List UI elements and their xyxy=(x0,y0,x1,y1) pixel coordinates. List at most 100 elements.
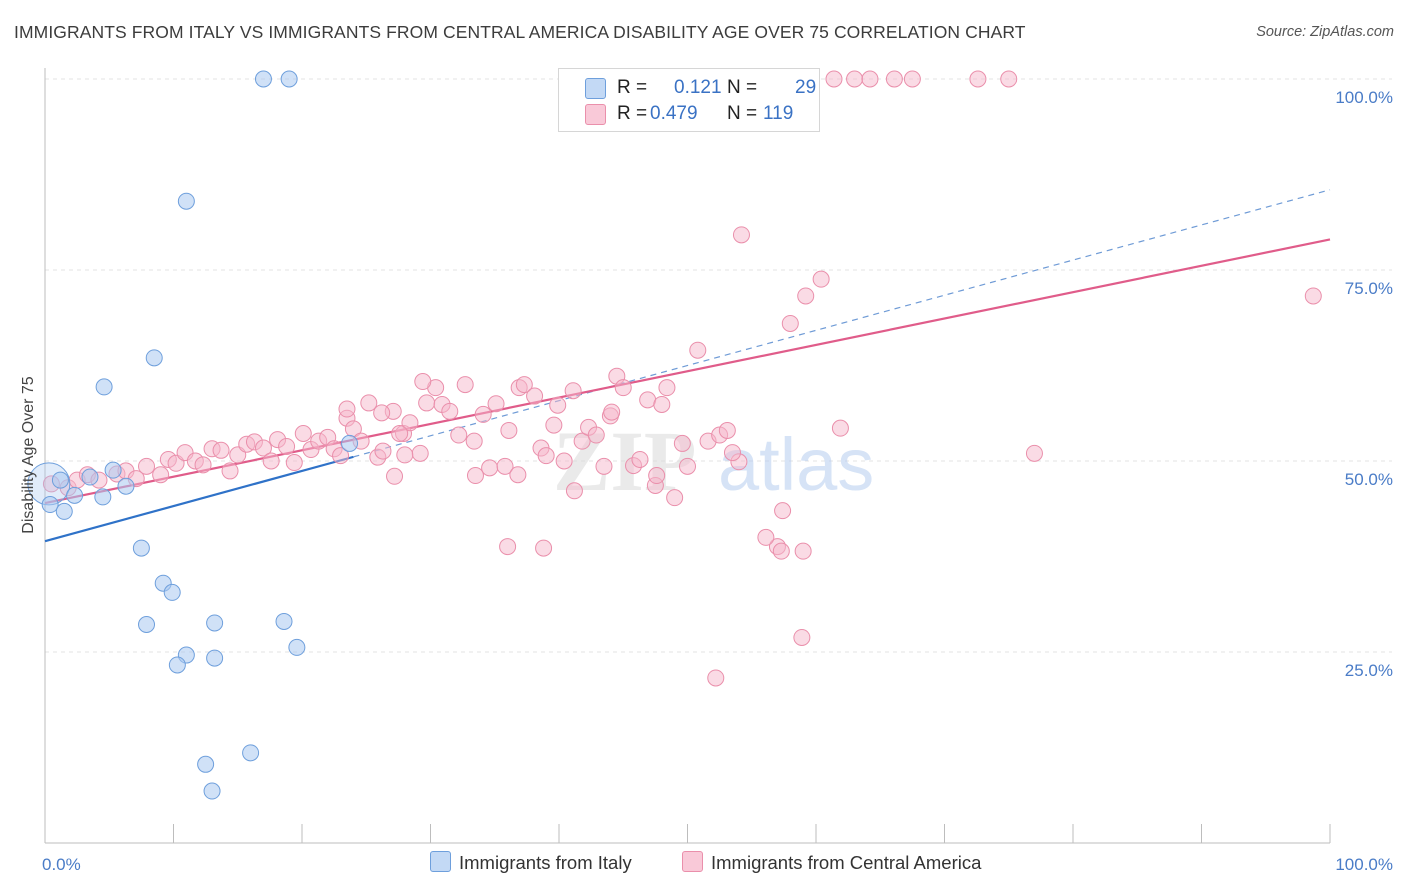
point-central-america xyxy=(386,467,404,485)
point-central-america xyxy=(825,70,843,88)
point-central-america xyxy=(565,482,583,500)
point-central-america xyxy=(794,542,812,560)
point-central-america xyxy=(294,424,312,442)
point-italy xyxy=(66,486,84,504)
point-central-america xyxy=(537,447,555,465)
point-central-america xyxy=(1025,444,1043,462)
bottom-legend-swatch-central-america xyxy=(682,851,703,872)
point-central-america xyxy=(338,400,356,418)
point-italy xyxy=(81,468,99,486)
point-central-america xyxy=(846,70,864,88)
point-central-america xyxy=(465,432,483,450)
point-central-america xyxy=(254,439,272,457)
point-central-america xyxy=(718,421,736,439)
legend-n-value-italy: 29 xyxy=(795,77,817,98)
point-central-america xyxy=(396,446,414,464)
point-italy xyxy=(275,612,293,630)
point-italy xyxy=(55,502,73,520)
point-italy xyxy=(206,614,224,632)
y-axis-label: Disability Age Over 75 xyxy=(20,376,37,534)
point-italy xyxy=(197,755,215,773)
point-central-america xyxy=(487,395,505,413)
point-central-america xyxy=(535,539,553,557)
point-central-america xyxy=(723,444,741,462)
point-central-america xyxy=(332,447,350,465)
bottom-legend-label-italy: Immigrants from Italy xyxy=(459,852,632,873)
y-tick-label: 50.0% xyxy=(1345,470,1393,489)
point-central-america xyxy=(614,379,632,397)
axis-layer xyxy=(44,68,1331,844)
legend-n-label-central-america: N = xyxy=(727,103,758,124)
point-central-america xyxy=(812,270,830,288)
legend-n-value-central-america: 119 xyxy=(763,103,794,124)
point-central-america xyxy=(639,391,657,409)
point-central-america xyxy=(732,226,750,244)
point-central-america xyxy=(496,457,514,475)
legend-swatch-italy xyxy=(585,78,606,99)
point-central-america xyxy=(774,502,792,520)
point-central-america xyxy=(401,414,419,432)
point-central-america xyxy=(360,394,378,412)
point-italy xyxy=(95,378,113,396)
legend-r-label-italy: R = xyxy=(617,77,648,98)
point-italy xyxy=(163,583,181,601)
point-central-america xyxy=(1304,287,1322,305)
point-central-america xyxy=(603,403,621,421)
point-central-america xyxy=(564,382,582,400)
point-central-america xyxy=(500,421,518,439)
point-central-america xyxy=(793,628,811,646)
point-central-america xyxy=(411,444,429,462)
point-italy xyxy=(145,349,163,367)
point-central-america xyxy=(631,450,649,468)
point-central-america xyxy=(969,70,987,88)
point-italy xyxy=(94,488,112,506)
point-central-america xyxy=(1000,70,1018,88)
point-central-america xyxy=(450,426,468,444)
point-central-america xyxy=(573,432,591,450)
point-central-america xyxy=(474,405,492,423)
point-central-america xyxy=(707,669,725,687)
point-italy xyxy=(51,471,69,489)
legend-n-label-italy: N = xyxy=(727,77,758,98)
point-central-america xyxy=(373,404,391,422)
point-central-america xyxy=(658,379,676,397)
point-layer xyxy=(27,70,1322,800)
point-italy xyxy=(341,434,359,452)
legend-r-value-italy: 0.121 xyxy=(674,77,722,98)
point-central-america xyxy=(679,457,696,475)
point-italy xyxy=(280,70,298,88)
point-central-america xyxy=(509,466,527,484)
trend-line-italy xyxy=(44,455,354,543)
legend-swatch-central-america xyxy=(585,104,606,125)
label-layer: 25.0% 50.0% 75.0% 100.0% 0.0% 100.0% Disabilit… xyxy=(20,88,1393,874)
point-central-america xyxy=(545,416,563,434)
point-central-america xyxy=(481,459,499,477)
source-label: Source: ZipAtlas.com xyxy=(1256,24,1394,40)
point-italy xyxy=(41,496,59,514)
point-central-america xyxy=(466,467,484,485)
point-central-america xyxy=(689,341,707,359)
point-central-america xyxy=(391,424,409,442)
point-italy xyxy=(132,539,150,557)
x-tick-label: 0.0% xyxy=(42,855,81,874)
point-central-america xyxy=(374,442,392,460)
point-central-america xyxy=(515,376,533,394)
y-tick-label: 100.0% xyxy=(1335,88,1393,107)
point-central-america xyxy=(138,457,156,475)
point-central-america xyxy=(595,457,613,475)
legend-r-label-central-america: R = xyxy=(617,103,648,124)
chart-title: IMMIGRANTS FROM ITALY VS IMMIGRANTS FROM… xyxy=(14,22,1026,42)
point-central-america xyxy=(549,396,567,414)
point-italy xyxy=(168,656,186,674)
point-italy xyxy=(203,782,221,800)
trend-layer xyxy=(44,189,1331,543)
point-central-america xyxy=(194,456,212,474)
point-central-america xyxy=(456,376,474,394)
bottom-legend-italy: Immigrants from Italy xyxy=(430,851,632,874)
point-central-america xyxy=(285,454,303,472)
point-central-america xyxy=(418,394,436,412)
y-tick-label: 25.0% xyxy=(1345,661,1393,680)
point-italy xyxy=(138,615,156,633)
point-central-america xyxy=(757,528,775,546)
point-central-america xyxy=(797,287,815,305)
